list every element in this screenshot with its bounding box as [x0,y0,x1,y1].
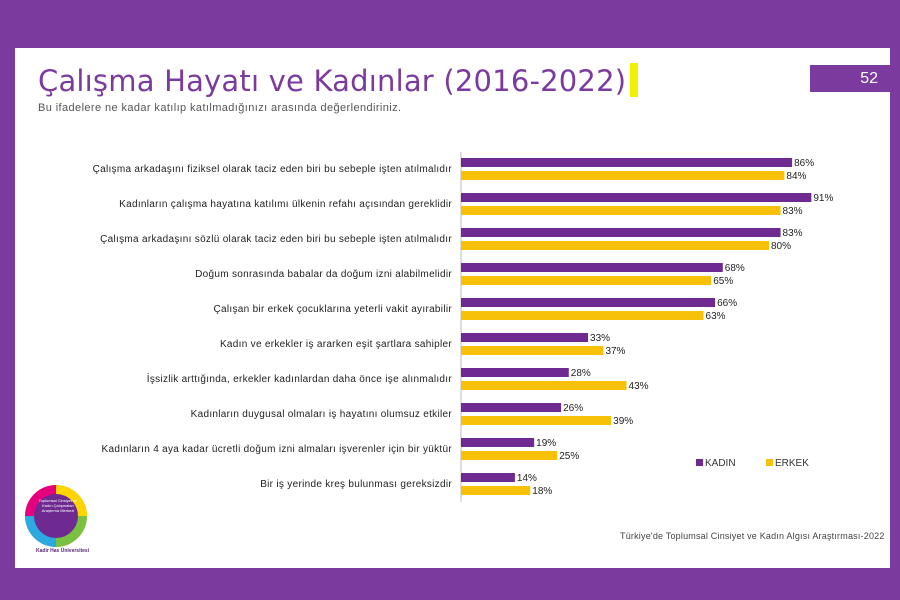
data-label: 66% [717,298,737,309]
data-label: 39% [613,416,633,427]
legend-swatch-erkek [766,459,773,466]
bar-erkek [461,486,531,495]
data-label: 91% [813,193,833,204]
data-label: 19% [536,438,556,449]
data-label: 80% [771,241,791,252]
data-label: 14% [517,473,537,484]
source-note: Türkiye'de Toplumsal Cinsiyet ve Kadın A… [620,531,885,541]
bar-erkek [461,416,612,425]
page-number-badge: 52 [810,65,890,92]
bar-kadin [461,333,589,342]
logo-caption: Kadir Has Üniversitesi [36,548,90,554]
data-label: 26% [563,403,583,414]
bar-kadin [461,158,793,167]
bar-erkek [461,276,712,285]
bar-erkek [461,241,769,250]
bar-erkek [461,171,785,180]
page-subtitle: Bu ifadelere ne kadar katılıp katılmadığ… [38,102,402,114]
data-label: 33% [590,333,610,344]
logo-text: Toplumsal Cinsiyet ve Kadın Çalışmaları … [38,498,78,513]
bar-kadin [461,298,716,307]
data-label: 65% [713,276,733,287]
category-label: Kadınların duygusal olmaları iş hayatını… [191,409,453,420]
data-label: 84% [786,171,806,182]
data-label: 83% [783,228,803,239]
university-logo-icon [25,485,87,547]
data-label: 37% [605,346,625,357]
data-label: 63% [706,311,726,322]
bar-erkek [461,346,604,355]
legend-swatch-kadin [696,459,703,466]
category-label: İşsizlik arttığında, erkekler kadınlarda… [147,372,453,385]
category-label: Doğum sonrasında babalar da doğum izni a… [195,269,452,280]
data-label: 83% [783,206,803,217]
data-label: 43% [629,381,649,392]
bar-kadin [461,193,812,202]
slide-background [15,48,890,568]
category-label: Kadınların 4 aya kadar ücretli doğum izn… [102,444,453,455]
bar-erkek [461,311,704,320]
data-label: 28% [571,368,591,379]
category-label: Bir iş yerinde kreş bulunması gereksizdi… [260,479,452,490]
bar-kadin [461,403,562,412]
data-label: 68% [725,263,745,274]
category-label: Çalışma arkadaşını fiziksel olarak taciz… [93,164,453,175]
category-label: Kadınların çalışma hayatına katılımı ülk… [119,199,452,210]
category-label: Çalışan bir erkek çocuklarına yeterli va… [213,304,452,315]
page-title: Çalışma Hayatı ve Kadınlar (2016-2022) [38,63,639,98]
data-label: 86% [794,158,814,169]
bar-erkek [461,381,627,390]
category-label: Çalışma arkadaşını sözlü olarak taciz ed… [100,234,452,245]
bar-erkek [461,206,781,215]
title-highlight-mark [630,63,639,97]
bar-kadin [461,263,723,272]
bar-kadin [461,368,569,377]
data-label: 18% [532,486,552,497]
data-label: 25% [559,451,579,462]
bar-kadin [461,438,535,447]
bar-kadin [461,473,515,482]
bar-erkek [461,451,558,460]
legend-label-kadin: KADIN [705,458,736,469]
category-label: Kadın ve erkekler iş ararken eşit şartla… [220,339,452,350]
bar-kadin [461,228,781,237]
legend-label-erkek: ERKEK [775,458,809,469]
